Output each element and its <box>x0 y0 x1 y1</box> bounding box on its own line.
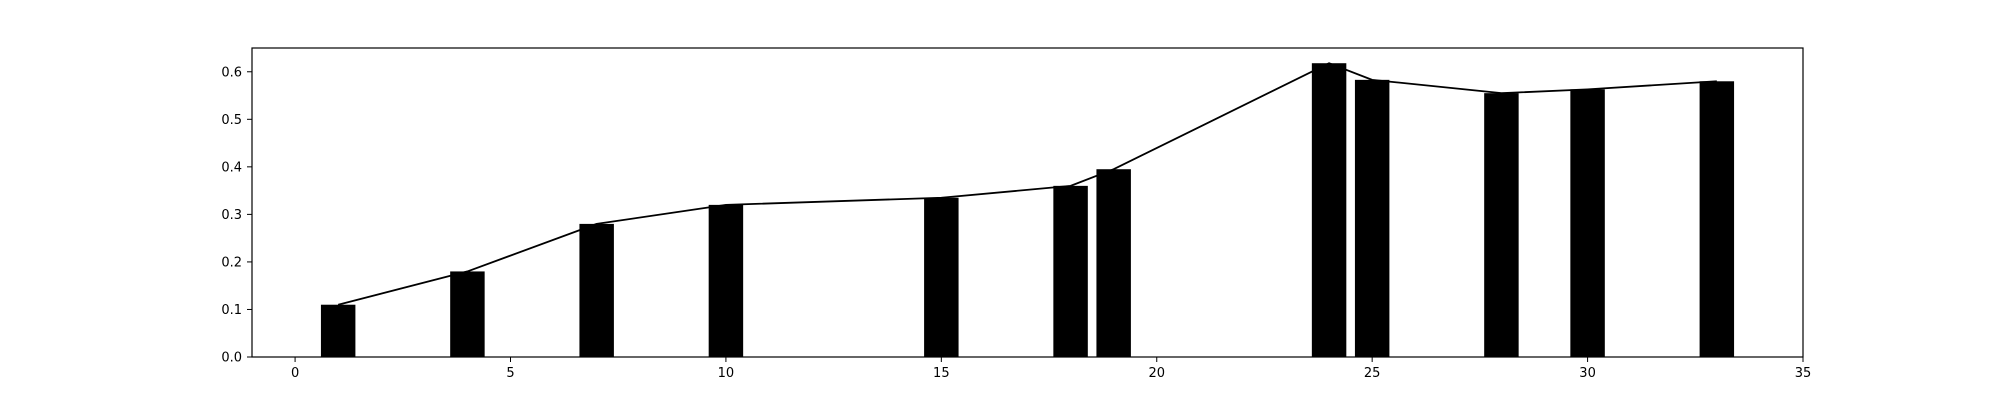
bar <box>450 271 485 357</box>
x-tick-label: 10 <box>718 366 735 381</box>
y-tick-label: 0.3 <box>221 208 242 223</box>
x-tick-label: 5 <box>506 366 514 381</box>
x-tick-label: 20 <box>1148 366 1165 381</box>
bar <box>320 304 356 357</box>
x-tick-label: 35 <box>1795 366 1812 381</box>
y-tick-label: 0.1 <box>221 303 242 318</box>
line-layer <box>337 62 1717 306</box>
y-tick-label: 0.5 <box>221 113 242 128</box>
line-series <box>337 62 1717 306</box>
bar <box>708 204 744 357</box>
axes-frame <box>251 47 1804 358</box>
bar <box>1484 93 1519 357</box>
y-tick-label: 0.6 <box>221 65 242 80</box>
y-axis: 0.0 0.1 0.2 0.3 0.4 0.5 0.6 <box>221 65 252 366</box>
y-tick-label: 0.2 <box>221 255 242 270</box>
bar <box>1311 63 1347 358</box>
bar <box>1053 185 1088 357</box>
bar <box>1570 89 1605 358</box>
bar <box>1096 169 1131 357</box>
bar <box>924 197 959 357</box>
x-tick-label: 0 <box>291 366 299 381</box>
x-tick-label: 25 <box>1364 366 1381 381</box>
x-tick-label: 30 <box>1579 366 1596 381</box>
bar <box>579 223 614 357</box>
x-tick-label: 15 <box>933 366 950 381</box>
bar <box>1354 79 1390 357</box>
bars-layer <box>320 63 1735 358</box>
y-tick-label: 0.0 <box>221 351 242 366</box>
bar <box>1699 81 1735 357</box>
x-axis: 0 5 10 15 20 25 30 35 <box>291 357 1811 381</box>
y-tick-label: 0.4 <box>221 160 242 175</box>
